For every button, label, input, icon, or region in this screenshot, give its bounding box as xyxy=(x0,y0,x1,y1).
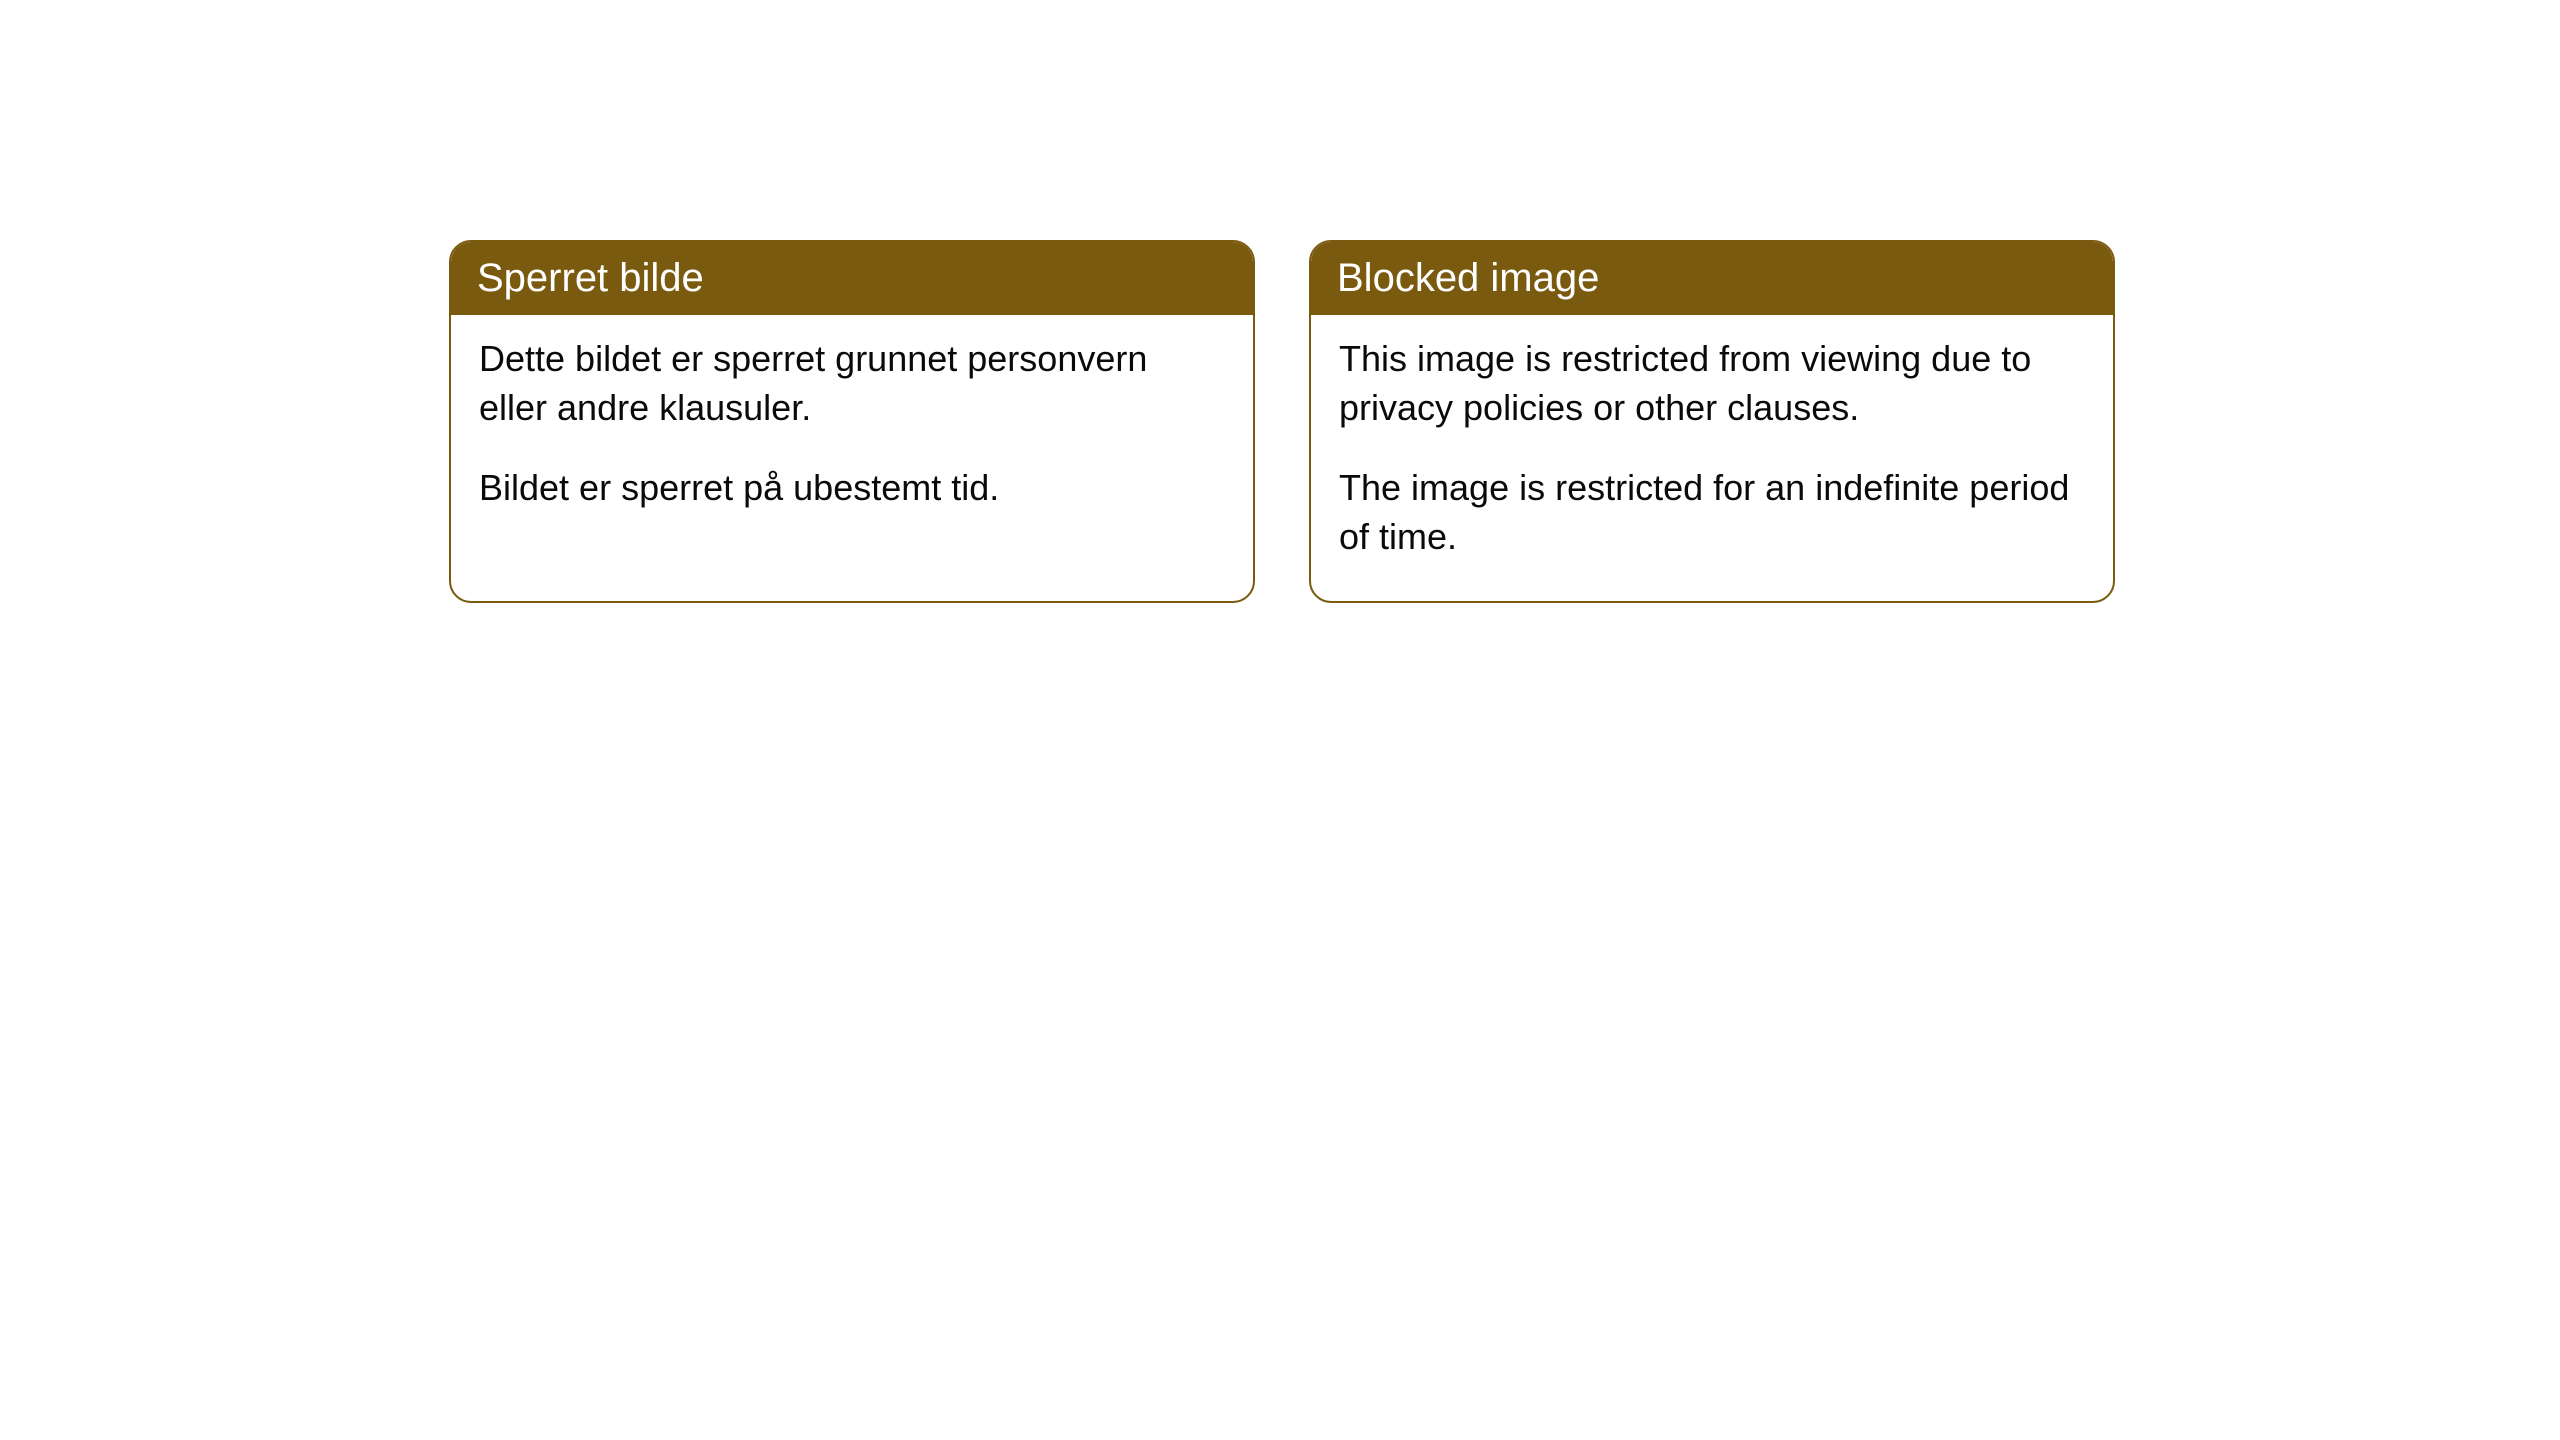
card-header-norwegian: Sperret bilde xyxy=(451,242,1253,315)
card-title: Sperret bilde xyxy=(477,256,704,300)
blocked-image-card-english: Blocked image This image is restricted f… xyxy=(1309,240,2115,603)
card-paragraph: This image is restricted from viewing du… xyxy=(1339,335,2085,432)
card-paragraph: The image is restricted for an indefinit… xyxy=(1339,464,2085,561)
card-header-english: Blocked image xyxy=(1311,242,2113,315)
card-paragraph: Dette bildet er sperret grunnet personve… xyxy=(479,335,1225,432)
card-body-english: This image is restricted from viewing du… xyxy=(1311,315,2113,601)
card-body-norwegian: Dette bildet er sperret grunnet personve… xyxy=(451,315,1253,553)
blocked-image-card-norwegian: Sperret bilde Dette bildet er sperret gr… xyxy=(449,240,1255,603)
card-title: Blocked image xyxy=(1337,256,1599,300)
card-paragraph: Bildet er sperret på ubestemt tid. xyxy=(479,464,1225,513)
notice-cards-container: Sperret bilde Dette bildet er sperret gr… xyxy=(449,240,2115,603)
